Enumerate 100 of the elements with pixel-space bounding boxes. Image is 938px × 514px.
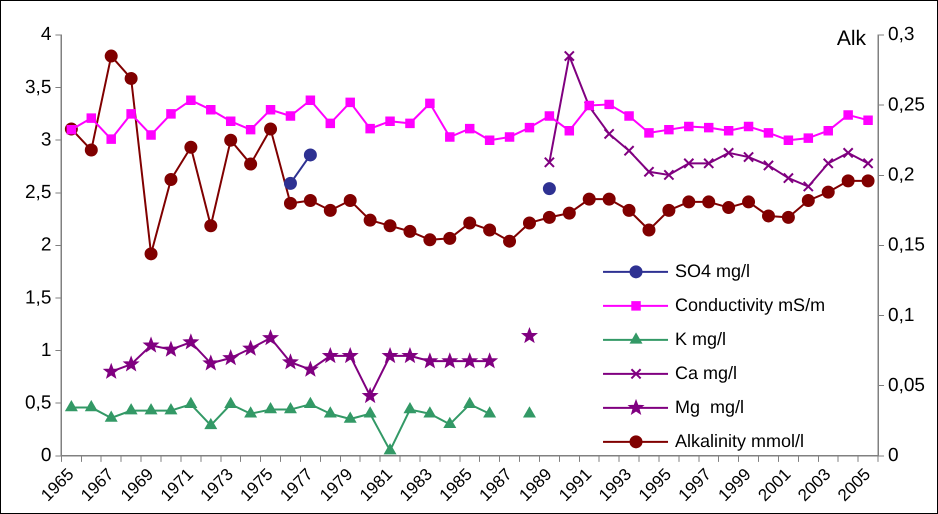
point bbox=[184, 140, 198, 154]
point bbox=[464, 124, 474, 134]
point bbox=[644, 128, 654, 138]
point bbox=[823, 126, 833, 136]
y-tick-label: 3 bbox=[40, 129, 52, 150]
y2-tick-label: 0,2 bbox=[888, 164, 914, 186]
point bbox=[683, 158, 694, 169]
point bbox=[186, 95, 196, 105]
y-tick-label: 0 bbox=[40, 445, 52, 466]
point bbox=[503, 234, 516, 248]
point bbox=[244, 406, 257, 418]
point bbox=[84, 144, 98, 157]
point bbox=[723, 147, 734, 158]
y-tick-label: 2 bbox=[40, 234, 52, 256]
point bbox=[124, 404, 138, 414]
point bbox=[302, 362, 318, 376]
point bbox=[482, 353, 498, 368]
point bbox=[164, 172, 178, 186]
point bbox=[604, 100, 614, 110]
point bbox=[462, 353, 478, 368]
point bbox=[344, 194, 357, 208]
point bbox=[224, 397, 237, 408]
point bbox=[643, 166, 655, 178]
point bbox=[484, 135, 494, 145]
point bbox=[144, 247, 158, 260]
point bbox=[724, 126, 734, 136]
point bbox=[284, 196, 297, 210]
point bbox=[704, 122, 714, 132]
point bbox=[504, 132, 514, 142]
y2-axis-title: Alk bbox=[836, 26, 867, 50]
point bbox=[604, 128, 615, 140]
point bbox=[822, 158, 834, 169]
point bbox=[842, 174, 855, 188]
point bbox=[364, 406, 376, 418]
point bbox=[65, 400, 78, 412]
point bbox=[425, 98, 435, 108]
point bbox=[422, 353, 438, 368]
point bbox=[722, 201, 736, 214]
point bbox=[244, 158, 258, 171]
point bbox=[105, 410, 118, 422]
point bbox=[524, 122, 534, 132]
point bbox=[483, 223, 496, 236]
point bbox=[262, 330, 278, 345]
point bbox=[424, 406, 436, 418]
point bbox=[324, 204, 337, 217]
point bbox=[682, 195, 696, 208]
point bbox=[802, 180, 814, 192]
point bbox=[304, 194, 317, 208]
y-tick-label: 3,5 bbox=[24, 76, 52, 98]
point bbox=[744, 122, 754, 132]
point bbox=[822, 186, 835, 199]
point bbox=[602, 192, 616, 206]
y-tick-label: 1,5 bbox=[24, 287, 52, 308]
point bbox=[164, 404, 178, 414]
point bbox=[403, 224, 416, 238]
point bbox=[384, 444, 396, 454]
point bbox=[463, 216, 476, 230]
point bbox=[364, 214, 377, 227]
point bbox=[782, 210, 795, 224]
y2-tick-label: 0,3 bbox=[888, 24, 914, 46]
point bbox=[85, 400, 98, 412]
point bbox=[624, 111, 634, 121]
point bbox=[324, 406, 336, 418]
point bbox=[404, 402, 416, 414]
point bbox=[562, 206, 576, 220]
point bbox=[842, 147, 854, 158]
point bbox=[405, 118, 415, 128]
point bbox=[284, 176, 297, 190]
point bbox=[144, 404, 158, 414]
point bbox=[264, 122, 278, 136]
legend-label: Conductivity mS/m bbox=[675, 294, 826, 315]
point bbox=[642, 223, 656, 236]
point bbox=[345, 98, 355, 108]
point bbox=[464, 397, 476, 408]
point bbox=[224, 134, 238, 147]
point bbox=[163, 342, 179, 356]
point bbox=[183, 334, 199, 349]
legend-label: Alkalinity mmol/l bbox=[675, 430, 804, 451]
point bbox=[442, 353, 458, 368]
point bbox=[802, 194, 815, 208]
point bbox=[226, 116, 236, 126]
point bbox=[544, 111, 554, 121]
point bbox=[544, 156, 555, 168]
point bbox=[306, 95, 316, 105]
point bbox=[242, 340, 258, 356]
point bbox=[385, 116, 395, 126]
point bbox=[542, 182, 556, 196]
point bbox=[344, 412, 356, 423]
y-tick-label: 2,5 bbox=[24, 182, 52, 204]
point bbox=[582, 192, 596, 206]
point bbox=[384, 219, 397, 232]
y2-tick-label: 0 bbox=[888, 445, 899, 466]
point bbox=[843, 110, 853, 120]
point bbox=[623, 145, 635, 156]
point bbox=[402, 348, 418, 362]
point bbox=[762, 160, 774, 172]
point bbox=[564, 50, 575, 62]
point bbox=[762, 209, 775, 222]
point bbox=[703, 158, 714, 169]
point bbox=[266, 104, 276, 114]
